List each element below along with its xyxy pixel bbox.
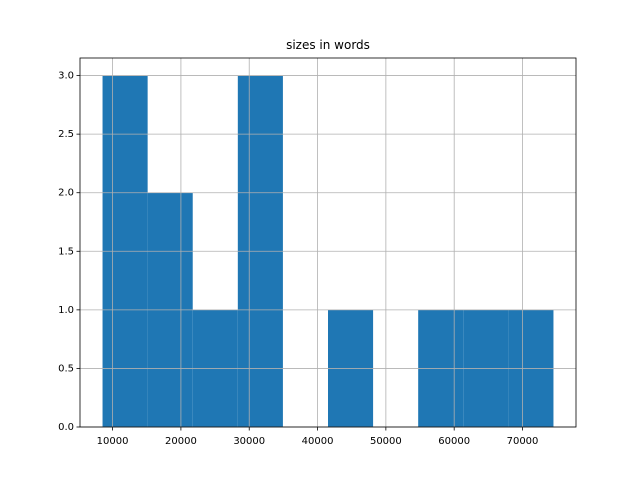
chart-title: sizes in words <box>286 38 370 52</box>
y-tick-label: 1.0 <box>58 305 74 316</box>
x-tick-label: 50000 <box>370 436 402 447</box>
y-tick-label: 2.5 <box>58 129 74 140</box>
x-tick-label: 70000 <box>507 436 539 447</box>
x-tick-label: 60000 <box>438 436 470 447</box>
x-tick-label: 30000 <box>233 436 265 447</box>
y-tick-label: 2.0 <box>58 188 74 199</box>
y-tick-label: 0.0 <box>58 422 74 433</box>
x-tick-label: 40000 <box>302 436 334 447</box>
x-tick-label: 20000 <box>165 436 197 447</box>
y-tick-label: 3.0 <box>58 71 74 82</box>
axes-frame <box>79 57 577 428</box>
x-tick-label: 10000 <box>97 436 129 447</box>
y-tick-label: 1.5 <box>58 246 74 257</box>
y-tick-label: 0.5 <box>58 363 74 374</box>
